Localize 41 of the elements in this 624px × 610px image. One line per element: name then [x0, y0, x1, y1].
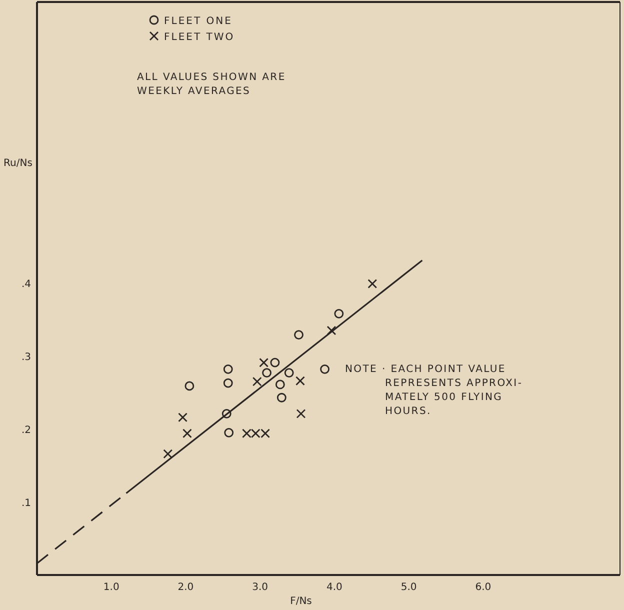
point	[260, 428, 270, 438]
y-tick-label: .1	[21, 498, 31, 510]
point	[224, 428, 234, 438]
point	[270, 358, 280, 368]
x-tick-label: 4.0	[326, 582, 342, 593]
x-tick-label: 1.0	[103, 582, 120, 593]
point	[275, 380, 285, 390]
legend-label: FLEET ONE	[164, 16, 232, 27]
point	[334, 308, 344, 318]
y-tick-label: .2	[21, 425, 31, 436]
y-tick-label: .4	[21, 279, 31, 290]
y-axis-title: Ru/Ns	[4, 158, 32, 170]
point	[284, 368, 294, 378]
point	[178, 412, 188, 422]
annotation: NOTE · EACH POINT VALUE REPRESENTS APPROXI- MATELY 500 FLYING HOURS.	[345, 364, 523, 417]
point	[163, 449, 173, 459]
annotation: ALL VALUES SHOWN ARE WEEKLY AVERAGES	[137, 72, 286, 97]
point	[223, 378, 233, 388]
legend-label: FLEET TWO	[164, 32, 235, 43]
x-tick-label: 6.0	[475, 582, 492, 593]
point	[294, 330, 304, 340]
point	[368, 279, 378, 288]
point	[320, 364, 330, 374]
point	[184, 381, 194, 391]
point	[259, 358, 269, 368]
point	[222, 408, 232, 418]
point	[326, 326, 336, 336]
point	[252, 376, 262, 386]
x-tick-label: 3.0	[252, 582, 268, 593]
x-tick-label: 2.0	[178, 582, 194, 593]
point	[182, 428, 192, 438]
x-tick-label: 5.0	[400, 582, 417, 593]
point	[223, 364, 233, 374]
point	[276, 392, 286, 402]
point	[262, 368, 272, 378]
x-axis-title: F/Ns	[290, 596, 312, 607]
point	[296, 376, 305, 386]
point	[242, 428, 252, 438]
point	[296, 408, 306, 418]
point	[250, 428, 260, 438]
y-tick-label: .3	[21, 352, 31, 364]
